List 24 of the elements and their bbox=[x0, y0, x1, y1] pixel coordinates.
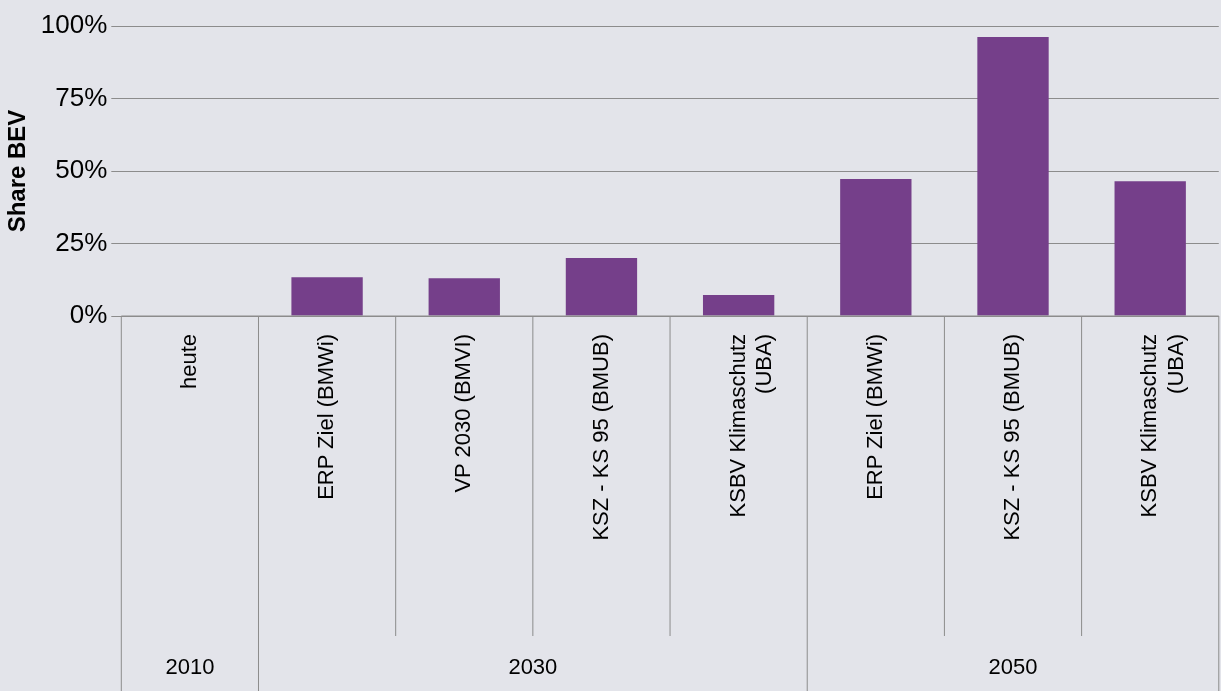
x-tick-label: KSZ - KS 95 (BMUB) bbox=[999, 334, 1025, 541]
y-tick-label: 100% bbox=[40, 9, 108, 40]
x-tick-label: KSBV Klimaschutz (UBA) bbox=[724, 334, 777, 518]
bar bbox=[1114, 181, 1186, 316]
text: 2010 bbox=[165, 654, 215, 680]
bar bbox=[702, 295, 775, 316]
y-tick-label: 0% bbox=[69, 299, 108, 330]
bar bbox=[291, 277, 363, 316]
x-tick-label: heute bbox=[175, 334, 201, 390]
text: 2050 bbox=[988, 654, 1038, 680]
x-tick-label: ERP Ziel (BMWi) bbox=[313, 334, 339, 500]
text: 2030 bbox=[508, 654, 558, 680]
x-tick-label: VP 2030 (BMVI) bbox=[450, 334, 476, 493]
bar bbox=[977, 37, 1049, 316]
x-tick-label: ERP Ziel (BMWi) bbox=[861, 334, 887, 500]
x-tick-label: KSZ - KS 95 (BMUB) bbox=[587, 334, 613, 541]
y-tick-label: 75% bbox=[55, 81, 108, 112]
bar bbox=[840, 179, 912, 316]
y-tick-label: 50% bbox=[55, 154, 108, 185]
bar bbox=[428, 278, 500, 316]
y-axis-title: Share BEV bbox=[3, 109, 31, 233]
y-tick-label: 25% bbox=[55, 226, 108, 257]
x-tick-label: KSBV Klimaschutz (UBA) bbox=[1136, 334, 1188, 518]
bar bbox=[565, 258, 638, 316]
